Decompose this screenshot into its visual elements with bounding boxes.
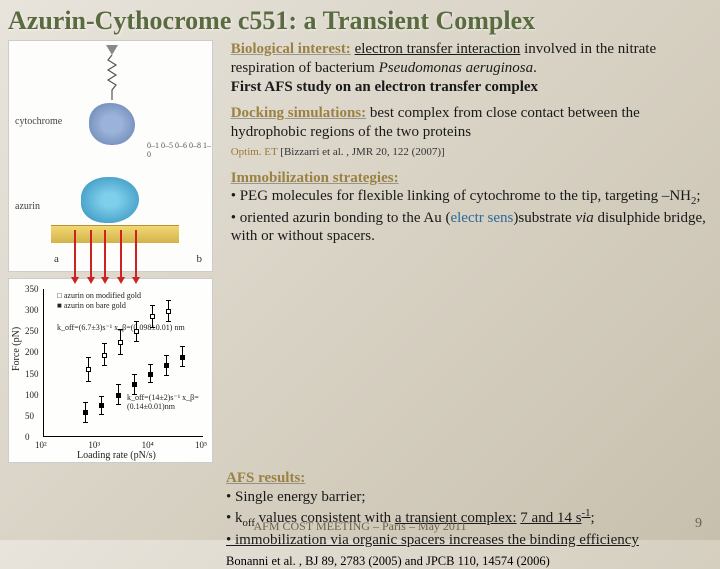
- immob-b2-link: electr sens: [450, 210, 513, 226]
- slide-number: 9: [695, 516, 702, 532]
- bio-head: Biological interest:: [231, 41, 351, 57]
- force-loading-chart: Force (pN) Loading rate (pN/s) □ azurin …: [8, 278, 213, 463]
- data-point: [166, 309, 171, 314]
- legend-open: azurin on modified gold: [64, 291, 141, 300]
- azurin-blob: [81, 177, 139, 223]
- dock-opt: Optim. ET: [231, 146, 278, 158]
- chart-legend: □ azurin on modified gold ■ azurin on ba…: [57, 291, 141, 312]
- xtick: 10⁴: [142, 440, 154, 450]
- results-head: AFS results:: [226, 470, 305, 486]
- data-point: [83, 410, 88, 415]
- bio-section: Biological interest: electron transfer i…: [231, 40, 712, 96]
- data-point: [99, 403, 104, 408]
- results-b2-sup: -1: [582, 507, 591, 519]
- panel-a-label: a: [54, 253, 59, 265]
- data-point: [86, 367, 91, 372]
- right-column: Biological interest: electron transfer i…: [223, 40, 712, 463]
- bio-underlined: electron transfer interaction: [355, 41, 521, 57]
- afm-tip-icon: [104, 45, 120, 100]
- results-b3: • immobilization via organic spacers inc…: [226, 532, 639, 548]
- red-arrow-icon: [90, 230, 92, 278]
- data-point: [102, 353, 107, 358]
- immob-b1-post: ;: [696, 188, 700, 204]
- cytochrome-label: cytochrome: [15, 116, 62, 127]
- immob-b1-pre: • PEG molecules for flexible linking of …: [231, 188, 691, 204]
- red-arrow-icon: [74, 230, 76, 278]
- schematic-diagram: cytochrome azurin 0–1 0–5 0–6 0–8 1–0 a …: [8, 40, 213, 272]
- bottom-citation: Bonanni et al. , BJ 89, 2783 (2005) and …: [226, 554, 710, 569]
- red-arrow-icon: [135, 230, 137, 278]
- docking-section: Docking simulations: best complex from c…: [231, 104, 712, 160]
- data-point: [132, 382, 137, 387]
- dock-cite: [Bizzarri et al. , JMR 20, 122 (2007)]: [278, 146, 445, 158]
- data-point: [150, 314, 155, 319]
- immob-via: via: [575, 210, 593, 226]
- ytick: 300: [25, 305, 39, 315]
- data-point: [148, 372, 153, 377]
- red-arrow-icon: [104, 230, 106, 278]
- dock-head: Docking simulations:: [231, 105, 366, 121]
- content-row: cytochrome azurin 0–1 0–5 0–6 0–8 1–0 a …: [0, 38, 720, 465]
- immob-section: Immobilization strategies: • PEG molecul…: [231, 169, 712, 247]
- results-section: AFS results: • Single energy barrier; • …: [226, 469, 710, 550]
- ytick: 200: [25, 347, 39, 357]
- immob-b2-mid: )substrate: [513, 210, 575, 226]
- data-point: [116, 393, 121, 398]
- xtick: 10⁵: [195, 440, 207, 450]
- ytick: 100: [25, 390, 39, 400]
- left-column: cytochrome azurin 0–1 0–5 0–6 0–8 1–0 a …: [8, 40, 223, 463]
- bio-bold-tail: First AFS study on an electron transfer …: [231, 79, 538, 95]
- panel-b-label: b: [197, 253, 203, 265]
- chart-xlabel: Loading rate (pN/s): [77, 450, 156, 461]
- fit2-text: k_off=(14±2)s⁻¹ x_β=(0.14±0.01)nm: [127, 393, 212, 411]
- data-point: [180, 355, 185, 360]
- data-point: [134, 329, 139, 334]
- immob-b2-pre: • oriented azurin bonding to the Au (: [231, 210, 451, 226]
- results-b1: • Single energy barrier;: [226, 489, 366, 505]
- ytick: 250: [25, 326, 39, 336]
- legend-filled: azurin on bare gold: [64, 301, 126, 310]
- ytick: 350: [25, 284, 39, 294]
- xtick: 10²: [35, 440, 47, 450]
- gold-surface: [51, 225, 179, 243]
- data-point: [118, 340, 123, 345]
- footer-text: AFM COST MEETING – Paris – May 2011: [0, 519, 720, 534]
- immob-head: Immobilization strategies:: [231, 170, 399, 186]
- azurin-label: azurin: [15, 201, 40, 212]
- red-arrow-icon: [120, 230, 122, 278]
- scale-label: 0–1 0–5 0–6 0–8 1–0: [147, 141, 212, 159]
- xtick: 10³: [88, 440, 100, 450]
- slide-title: Azurin-Cythocrome c551: a Transient Comp…: [0, 0, 720, 38]
- ytick: 0: [25, 432, 30, 442]
- ytick: 50: [25, 411, 34, 421]
- bio-tail: .: [533, 60, 537, 76]
- cytochrome-blob: [89, 103, 135, 145]
- chart-ylabel: Force (pN): [11, 327, 22, 371]
- species-name: Pseudomonas aeruginosa: [379, 60, 534, 76]
- ytick: 150: [25, 369, 39, 379]
- data-point: [164, 363, 169, 368]
